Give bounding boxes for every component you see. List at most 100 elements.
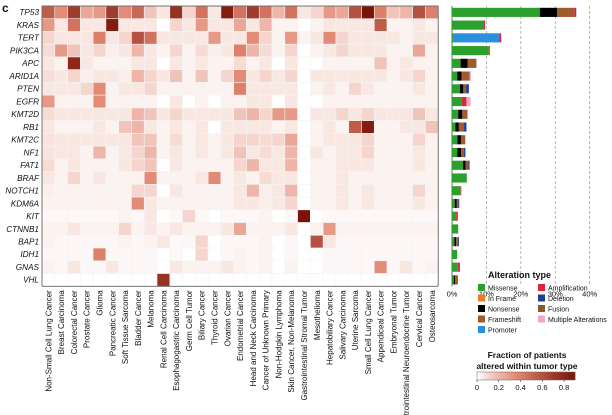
bar-segment (452, 58, 461, 68)
heatmap-cell (233, 43, 247, 58)
heatmap-cell (361, 158, 375, 172)
heatmap-cell (169, 94, 183, 109)
heatmap-cell (297, 196, 311, 211)
bar-segment (464, 147, 466, 158)
heatmap-cell (41, 184, 56, 198)
heatmap-cell (271, 31, 286, 45)
heatmap-cell (399, 94, 413, 109)
heatmap-cell (156, 94, 171, 109)
tumor-type-label: Bladder Cancer (134, 290, 143, 346)
legend-swatch (538, 315, 545, 323)
heatmap-cell (361, 145, 375, 160)
heatmap-cell (92, 94, 107, 109)
heatmap-cell (195, 171, 209, 185)
colorbar-title-line1: Fraction of patients (488, 350, 567, 360)
bar-segment (465, 160, 469, 170)
bar-segment (499, 33, 502, 43)
legend-swatch (538, 284, 545, 291)
heatmap-cell (195, 107, 209, 121)
heatmap-cell (271, 196, 286, 211)
heatmap-cell (41, 94, 56, 109)
heatmap-cell (361, 107, 375, 121)
bar-segment (463, 84, 467, 94)
heatmap-cell (284, 196, 298, 211)
bar-segment (461, 71, 470, 81)
heatmap-cell (399, 31, 413, 45)
heatmap-cell (195, 196, 209, 211)
bar-segment (459, 84, 464, 94)
heatmap-cell (143, 247, 158, 262)
heatmap-cell (195, 133, 209, 147)
heatmap-cell (220, 107, 234, 121)
heatmap-frame (41, 5, 439, 287)
heatmap-cell (284, 69, 298, 83)
heatmap-cell (92, 120, 107, 134)
heatmap-cell (271, 94, 286, 109)
heatmap-cell (425, 235, 439, 249)
heatmap-cell (80, 145, 94, 160)
bar-segment (452, 71, 458, 81)
heatmap-cell (143, 31, 158, 45)
bar-segment (452, 147, 458, 158)
heatmap-cell (67, 158, 81, 172)
heatmap-cell (131, 69, 145, 83)
heatmap-cell (105, 69, 119, 83)
bar-segment (452, 135, 458, 145)
heatmap-cell (335, 209, 350, 223)
heatmap-cell (284, 56, 298, 70)
heatmap-cell (195, 158, 209, 172)
heatmap-cell (105, 158, 119, 172)
colorbar-step (491, 372, 495, 380)
heatmap-cell (41, 222, 56, 236)
tumor-type-label: Cancer of Unknown Primary (262, 290, 271, 390)
heatmap-cell (233, 120, 247, 134)
heatmap-cell (156, 5, 171, 20)
heatmap-cell (118, 133, 132, 147)
heatmap-cell (425, 133, 439, 147)
gene-label: KIT (26, 212, 40, 221)
colorbar-step (567, 372, 571, 380)
heatmap-cell (258, 196, 273, 211)
heatmap-cell (310, 145, 324, 160)
heatmap-cell (169, 247, 183, 262)
colorbar-step (550, 372, 554, 380)
heatmap-cell (169, 171, 183, 185)
heatmap-cell (54, 43, 68, 58)
heatmap-cell (80, 235, 94, 249)
heatmap-cell (322, 222, 337, 236)
legend-swatch (538, 294, 545, 302)
colorbar-step (484, 372, 488, 380)
heatmap-cell (297, 235, 311, 249)
heatmap-cell (207, 56, 222, 70)
tumor-type-label: Ovarian Cancer (223, 290, 232, 346)
heatmap-cell (92, 43, 107, 58)
heatmap-cell (322, 158, 337, 172)
heatmap-cell (399, 260, 413, 274)
heatmap-cell (246, 196, 260, 211)
heatmap-cell (131, 5, 145, 20)
heatmap-cell (131, 18, 145, 32)
heatmap-cell (425, 158, 439, 172)
heatmap-cell (284, 133, 298, 147)
tumor-type-label: Embryonal Tumor (389, 290, 398, 353)
heatmap-cell (169, 82, 183, 96)
heatmap-cell (143, 69, 158, 83)
heatmap-cell (92, 82, 107, 96)
heatmap-cell (156, 171, 171, 185)
colorbar-step (565, 372, 568, 380)
gene-label: BRAF (17, 174, 40, 183)
heatmap-cell (361, 171, 375, 185)
gene-label: KRAS (17, 21, 40, 30)
heatmap-cell (246, 120, 260, 134)
heatmap-cell (54, 260, 68, 274)
heatmap-cell (156, 235, 171, 249)
heatmap-cell (41, 196, 56, 211)
heatmap-cell (348, 82, 362, 96)
heatmap-cell (118, 235, 132, 249)
heatmap-cell (131, 209, 145, 223)
heatmap-cell (67, 209, 81, 223)
heatmap-cell (271, 145, 286, 160)
heatmap-cell (41, 107, 56, 121)
heatmap-cell (143, 158, 158, 172)
heatmap-cell (386, 120, 401, 134)
